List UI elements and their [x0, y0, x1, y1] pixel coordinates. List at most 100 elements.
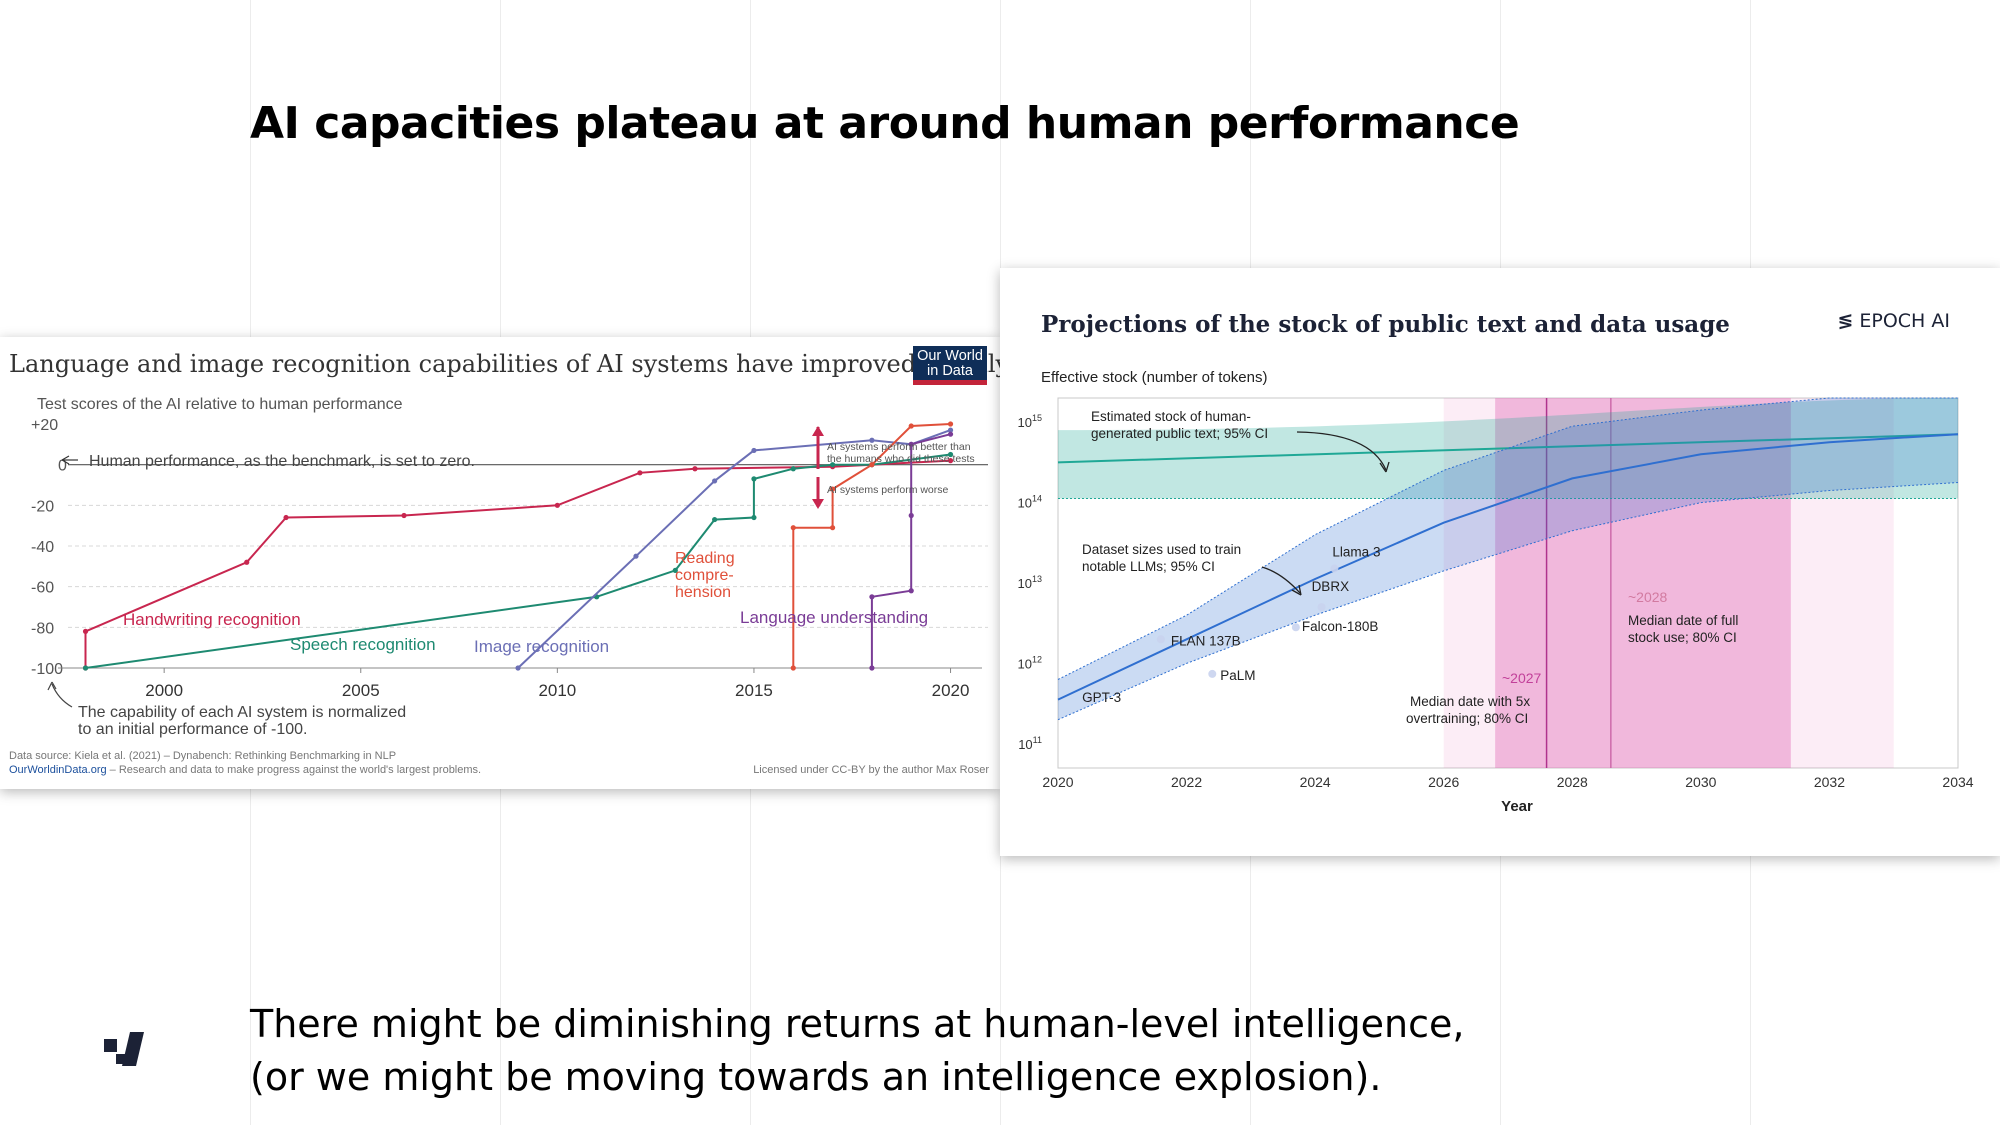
x-tick-label: 2030 [1685, 774, 1716, 790]
epoch-ylabel: Effective stock (number of tokens) [1041, 369, 1268, 386]
data-point-image [633, 553, 639, 559]
ann-median5x-1: Median date with 5x [1410, 694, 1530, 709]
x-tick-label: 2020 [932, 681, 970, 700]
data-point-handwriting [283, 514, 289, 521]
owid-site-tail: – Research and data to make progress aga… [106, 764, 482, 776]
data-point-speech [829, 462, 836, 468]
better-arrow-head [812, 426, 824, 436]
data-point-handwriting [401, 512, 407, 519]
x-tick-label: 2020 [1042, 774, 1073, 790]
ann-dataset-arrow [1261, 566, 1301, 594]
owid-logo-line1: Our World [917, 348, 983, 364]
ann-stock-arrow-head [1379, 461, 1390, 473]
data-point-image [869, 437, 875, 443]
model-point [1208, 669, 1217, 678]
normalized-note-arrow [51, 683, 73, 708]
owid-site-link[interactable]: OurWorldinData.org [9, 764, 107, 776]
ann-stock-1: Estimated stock of human- [1091, 409, 1251, 424]
ann-dataset-arrow-head [1291, 584, 1302, 596]
dataset-ci-high [1057, 397, 1958, 680]
owid-chart-svg: Test scores of the AI relative to human … [31, 396, 988, 738]
label-reading-1: Reading [675, 550, 735, 567]
model-point [1291, 623, 1300, 632]
label-reading-2: compre- [675, 567, 734, 584]
bottom-line-2: (or we might be moving towards an intell… [250, 1055, 1382, 1099]
owid-license: Licensed under CC-BY by the author Max R… [753, 764, 989, 776]
model-point [1330, 564, 1339, 573]
owid-logo-line2: in Data [927, 363, 973, 379]
epoch-model-labels: GPT-3 FLAN 137B PaLM Falcon-180B DBRX Llama 3 [1082, 545, 1380, 706]
x-tick-label: 2028 [1557, 774, 1588, 790]
y-tick-label: 1012 [1018, 654, 1042, 671]
data-point-reading [908, 423, 914, 429]
data-point-speech [712, 516, 718, 523]
bottom-line-1: There might be diminishing returns at hu… [250, 1002, 1465, 1046]
data-point-speech [751, 514, 757, 521]
data-point-image [947, 427, 954, 433]
ann-date-5x: ~2027 [1502, 670, 1542, 686]
data-point-language [908, 441, 914, 447]
y-tick-label: -80 [31, 620, 54, 637]
label-image: Image recognition [474, 637, 609, 656]
y-tick-label: 1011 [1018, 735, 1042, 752]
data-point-speech [672, 567, 678, 573]
ann-stock-arrow [1296, 431, 1387, 471]
x-tick-label: 2026 [1428, 774, 1459, 790]
y-tick-label: 0 [58, 458, 67, 475]
owid-series [82, 421, 954, 671]
data-point-speech [82, 665, 89, 671]
data-point-handwriting [637, 470, 643, 476]
slide-title: AI capacities plateau at around human pe… [250, 98, 1520, 149]
data-point-speech [790, 466, 796, 472]
data-point-reading [947, 421, 954, 427]
data-point-handwriting [947, 458, 954, 464]
data-point-reading [829, 525, 836, 531]
owid-chart-title: Language and image recognition capabilit… [9, 350, 1010, 378]
y-tick-label: 1014 [1018, 494, 1042, 511]
ann-date-full: ~2028 [1628, 589, 1668, 605]
owid-subtitle: Test scores of the AI relative to human … [37, 396, 403, 413]
epoch-xlabel: Year [1501, 798, 1533, 815]
stock-median-line [1057, 433, 1959, 464]
model-label: Llama 3 [1332, 545, 1380, 560]
x-tick-label: 2010 [538, 681, 576, 700]
ann-dataset-1: Dataset sizes used to train [1082, 542, 1241, 557]
label-speech: Speech recognition [290, 635, 436, 654]
owid-chart-panel: Language and image recognition capabilit… [0, 337, 1009, 789]
data-point-handwriting [554, 502, 560, 508]
epoch-x-ticks: 2020 2022 2024 2026 2028 2030 2032 2034 [1042, 774, 1973, 790]
overtraining-ci-band [1495, 398, 1791, 768]
x-tick-label: 2015 [735, 681, 773, 700]
data-point-speech [751, 476, 757, 482]
data-point-reading [869, 462, 875, 468]
data-point-reading [790, 525, 796, 531]
ann-median-full-2: stock use; 80% CI [1628, 630, 1737, 645]
label-language: Language understanding [740, 608, 928, 627]
bottom-caption: There might be diminishing returns at hu… [250, 998, 1464, 1104]
data-point-handwriting [244, 559, 250, 565]
model-point [1086, 694, 1095, 703]
owid-x-ticks: 2000 2005 2010 2015 2020 [58, 667, 982, 700]
y-tick-label: -40 [31, 539, 54, 556]
epoch-chart-panel: Projections of the stock of public text … [1000, 268, 2000, 856]
x-tick-label: 2024 [1300, 774, 1331, 790]
owid-source: Data source: Kiela et al. (2021) – Dynab… [9, 750, 397, 762]
x-tick-label: 2000 [145, 681, 183, 700]
benchmark-arrow-head [61, 455, 70, 465]
worse-arrow-head [812, 499, 824, 509]
data-point-language [908, 512, 914, 519]
model-label: GPT-3 [1082, 690, 1121, 705]
y-tick-label: -60 [31, 580, 54, 597]
model-point [1156, 635, 1165, 644]
epoch-logo-text: EPOCH AI [1859, 310, 1950, 332]
y-tick-label: 1013 [1018, 574, 1042, 591]
data-point-reading [790, 665, 796, 671]
y-tick-label: +20 [31, 417, 58, 434]
ann-dataset-2: notable LLMs; 95% CI [1082, 559, 1215, 574]
data-point-image [751, 447, 757, 454]
model-point [1317, 603, 1326, 612]
label-reading-3: hension [675, 584, 731, 601]
data-point-image [712, 478, 718, 484]
x-tick-label: 2034 [1942, 774, 1973, 790]
y-tick-label: 1015 [1018, 413, 1042, 430]
